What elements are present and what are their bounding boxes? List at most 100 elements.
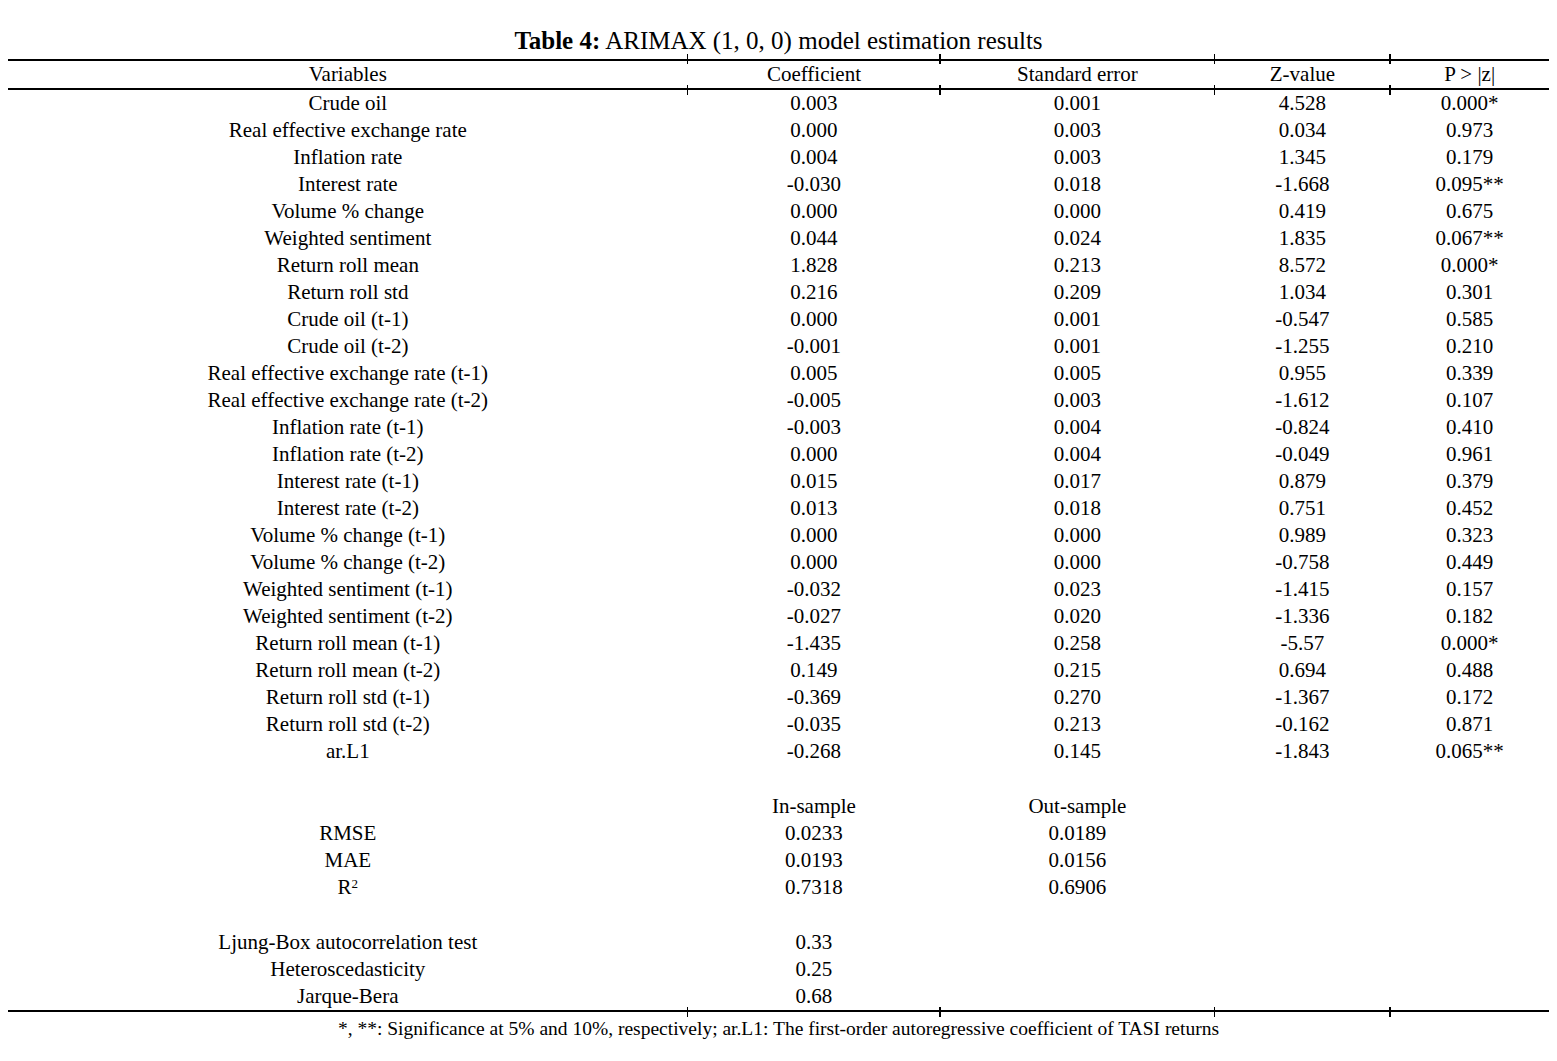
value-cell: 0.005 — [940, 360, 1214, 387]
metric-row-rmse: RMSE 0.0233 0.0189 — [8, 820, 1549, 847]
value-cell: 0.000 — [940, 198, 1214, 225]
diagnostics-section: Ljung-Box autocorrelation test 0.33 Hete… — [8, 901, 1549, 1011]
metric-out-sample-value: 0.0156 — [940, 847, 1214, 874]
table-row: Real effective exchange rate (t-2)-0.005… — [8, 387, 1549, 414]
value-cell: 1.835 — [1215, 225, 1391, 252]
value-cell: 0.000 — [688, 198, 941, 225]
diagnostic-row-jarque-bera: Jarque-Bera 0.68 — [8, 983, 1549, 1011]
value-cell: 0.000 — [940, 522, 1214, 549]
value-cell: -1.255 — [1215, 333, 1391, 360]
value-cell: -0.030 — [688, 171, 941, 198]
value-cell: 4.528 — [1215, 89, 1391, 117]
variable-name: Weighted sentiment (t-2) — [8, 603, 688, 630]
metric-label: RMSE — [8, 820, 688, 847]
variable-name: Inflation rate (t-2) — [8, 441, 688, 468]
empty-cell — [1215, 956, 1391, 983]
table-row: ar.L1-0.2680.145-1.8430.065** — [8, 738, 1549, 765]
value-cell: -0.758 — [1215, 549, 1391, 576]
variable-name: Return roll mean (t-2) — [8, 657, 688, 684]
value-cell: 0.000* — [1390, 630, 1549, 657]
variable-name: Volume % change (t-1) — [8, 522, 688, 549]
empty-cell — [940, 956, 1214, 983]
value-cell: 0.209 — [940, 279, 1214, 306]
value-cell: 0.270 — [940, 684, 1214, 711]
value-cell: 0.210 — [1390, 333, 1549, 360]
empty-cell — [1215, 847, 1391, 874]
value-cell: -0.824 — [1215, 414, 1391, 441]
table-row: Crude oil (t-1)0.0000.001-0.5470.585 — [8, 306, 1549, 333]
out-sample-header: Out-sample — [940, 793, 1214, 820]
header-standard-error: Standard error — [940, 60, 1214, 89]
value-cell: 0.001 — [940, 333, 1214, 360]
value-cell: -5.57 — [1215, 630, 1391, 657]
empty-cell — [940, 929, 1214, 956]
empty-cell — [1215, 820, 1391, 847]
metric-row-mae: MAE 0.0193 0.0156 — [8, 847, 1549, 874]
variable-name: Weighted sentiment — [8, 225, 688, 252]
table-row: Interest rate-0.0300.018-1.6680.095** — [8, 171, 1549, 198]
empty-cell — [1215, 793, 1391, 820]
diagnostic-label: Heteroscedasticity — [8, 956, 688, 983]
value-cell: 0.961 — [1390, 441, 1549, 468]
value-cell: 0.258 — [940, 630, 1214, 657]
value-cell: 0.301 — [1390, 279, 1549, 306]
value-cell: 1.828 — [688, 252, 941, 279]
metric-row-r-squared: R2 0.7318 0.6906 — [8, 874, 1549, 901]
value-cell: 0.410 — [1390, 414, 1549, 441]
value-cell: -0.049 — [1215, 441, 1391, 468]
value-cell: 0.003 — [940, 144, 1214, 171]
empty-cell — [1390, 874, 1549, 901]
value-cell: 0.172 — [1390, 684, 1549, 711]
value-cell: 0.004 — [940, 441, 1214, 468]
table-row: Return roll std (t-2)-0.0350.213-0.1620.… — [8, 711, 1549, 738]
in-sample-header: In-sample — [688, 793, 941, 820]
value-cell: -0.005 — [688, 387, 941, 414]
value-cell: 0.000 — [688, 441, 941, 468]
table-row: Return roll std0.2160.2091.0340.301 — [8, 279, 1549, 306]
value-cell: 0.213 — [940, 252, 1214, 279]
metric-label: R2 — [8, 874, 688, 901]
variable-name: Return roll mean — [8, 252, 688, 279]
spacer-row — [8, 765, 1549, 793]
value-cell: -1.367 — [1215, 684, 1391, 711]
value-cell: 1.345 — [1215, 144, 1391, 171]
value-cell: -1.336 — [1215, 603, 1391, 630]
table-row: Volume % change0.0000.0000.4190.675 — [8, 198, 1549, 225]
variable-name: Real effective exchange rate — [8, 117, 688, 144]
value-cell: 0.145 — [940, 738, 1214, 765]
table-title-text: ARIMAX (1, 0, 0) model estimation result… — [600, 27, 1042, 54]
diagnostic-row-heteroscedasticity: Heteroscedasticity 0.25 — [8, 956, 1549, 983]
value-cell: 0.067** — [1390, 225, 1549, 252]
value-cell: 0.182 — [1390, 603, 1549, 630]
value-cell: 0.044 — [688, 225, 941, 252]
diagnostic-value: 0.68 — [688, 983, 941, 1011]
value-cell: -0.032 — [688, 576, 941, 603]
metric-in-sample-value: 0.0193 — [688, 847, 941, 874]
value-cell: 0.419 — [1215, 198, 1391, 225]
value-cell: 0.694 — [1215, 657, 1391, 684]
value-cell: 0.879 — [1215, 468, 1391, 495]
header-row: Variables Coefficient Standard error Z-v… — [8, 60, 1549, 89]
table-row: Real effective exchange rate (t-1)0.0050… — [8, 360, 1549, 387]
table-row: Weighted sentiment0.0440.0241.8350.067** — [8, 225, 1549, 252]
empty-cell — [1390, 983, 1549, 1011]
variable-name: Return roll std (t-2) — [8, 711, 688, 738]
table-row: Crude oil0.0030.0014.5280.000* — [8, 89, 1549, 117]
value-cell: 0.003 — [940, 117, 1214, 144]
value-cell: 0.003 — [940, 387, 1214, 414]
metrics-header-row: In-sample Out-sample — [8, 793, 1549, 820]
value-cell: -0.268 — [688, 738, 941, 765]
empty-cell — [1390, 793, 1549, 820]
value-cell: 0.017 — [940, 468, 1214, 495]
value-cell: 0.001 — [940, 306, 1214, 333]
variable-name: Return roll std — [8, 279, 688, 306]
table-title: Table 4: ARIMAX (1, 0, 0) model estimati… — [0, 26, 1557, 56]
value-cell: 0.001 — [940, 89, 1214, 117]
table-row: Inflation rate0.0040.0031.3450.179 — [8, 144, 1549, 171]
diagnostic-label: Jarque-Bera — [8, 983, 688, 1011]
value-cell: -1.435 — [688, 630, 941, 657]
value-cell: 0.013 — [688, 495, 941, 522]
header-z-value: Z-value — [1215, 60, 1391, 89]
r-label: R — [338, 875, 352, 899]
value-cell: 0.020 — [940, 603, 1214, 630]
